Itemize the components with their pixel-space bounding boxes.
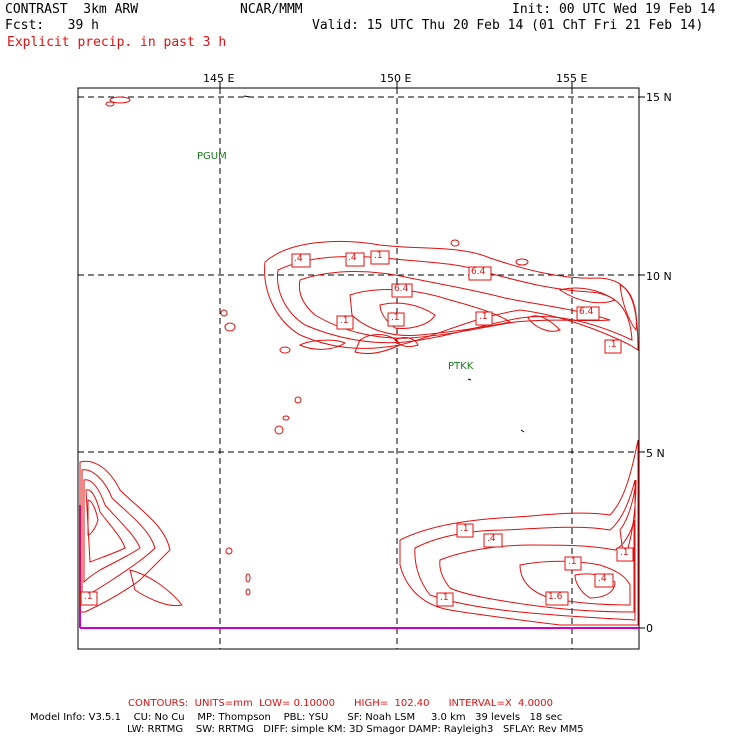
contour-label: .4 [294,254,303,264]
contour-label-boxes [80,250,634,607]
station-ptkk: PTKK [448,361,474,372]
forecast-hour: Fcst: 39 h [5,18,99,33]
contour-label: .1 [568,557,577,567]
contour-label: .1 [440,593,449,603]
contour-label: .1 [608,340,617,350]
domain-boundary [79,505,639,629]
axis-ticks [219,82,645,629]
field-title: Explicit precip. in past 3 h [7,35,227,50]
lat-label-5: 5 N [646,447,665,460]
contour-label: .1 [84,592,93,602]
contour-label: 6.4 [471,267,486,277]
lon-label-150: 150 E [380,72,412,85]
organization: NCAR/MMM [240,2,303,17]
contour-label: 6.4 [394,284,409,294]
contour-label: 1.6 [548,592,563,602]
contour-label: .4 [348,253,357,263]
lon-label-145: 145 E [203,72,235,85]
contour-label: .1 [340,316,349,326]
model-name: CONTRAST 3km ARW [5,2,139,17]
contour-label: .1 [460,524,469,534]
contour-label: .4 [598,574,607,584]
contour-label: .1 [479,312,488,322]
island-marker [467,378,472,381]
lat-label-10: 10 N [646,270,672,283]
station-pgum: PGUM [197,151,227,162]
island-marker [520,429,525,433]
contour-label: .1 [620,548,629,558]
lon-label-155: 155 E [556,72,588,85]
lat-lon-grid [78,88,639,649]
island-marker [243,95,251,98]
valid-time: Valid: 15 UTC Thu 20 Feb 14 (01 ChT Fri … [312,18,704,33]
precip-contours [79,96,639,626]
lat-label-15: 15 N [646,91,672,104]
model-info: Model Info: V3.5.1 CU: No Cu MP: Thompso… [30,712,563,723]
map-frame [77,87,640,650]
contour-label: .1 [374,251,383,261]
contour-label: .4 [487,534,496,544]
init-time: Init: 00 UTC Wed 19 Feb 14 [512,2,716,17]
model-physics: LW: RRTMG SW: RRTMG DIFF: simple KM: 3D … [127,724,584,735]
contour-label: 6.4 [579,307,594,317]
contour-info: CONTOURS: UNITS=mm LOW= 0.10000 HIGH= 10… [128,698,554,709]
contour-label: .1 [391,313,400,323]
lat-label-0: 0 [646,622,653,635]
